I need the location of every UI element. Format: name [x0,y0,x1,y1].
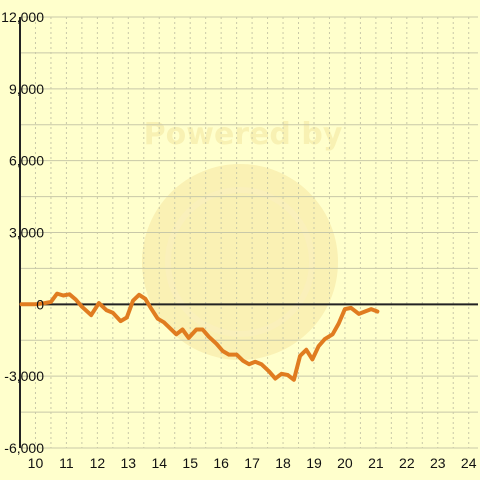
x-tick-label: 17 [244,455,260,471]
y-tick-label: -6,000 [4,440,44,456]
x-tick-label: 23 [430,455,446,471]
series-line [19,291,380,382]
x-tick-label: 20 [337,455,353,471]
x-tick-labels: 10 11 12 13 14 15 16 17 18 19 20 21 22 23 24 [28,455,477,471]
grid-lines [20,16,478,449]
y-tick-label: 6,000 [9,153,44,169]
y-tick-label: 3,000 [9,225,44,241]
x-tick-label: 24 [461,455,477,471]
x-tick-label: 16 [213,455,229,471]
watermark-text: Powered by [144,117,343,152]
y-tick-label: 9,000 [9,81,44,97]
x-tick-label: 10 [28,455,44,471]
x-tick-label: 21 [368,455,384,471]
x-tick-label: 12 [90,455,106,471]
x-tick-label: 18 [275,455,291,471]
x-tick-label: 11 [59,455,74,471]
y-tick-label: -3,000 [4,368,44,384]
x-tick-label: 15 [182,455,198,471]
x-tick-label: 22 [399,455,415,471]
x-tick-label: 14 [151,455,167,471]
y-tick-label: 0 [36,296,44,312]
x-tick-label: 13 [121,455,137,471]
watermark: Powered by [142,117,343,360]
series-layer [19,291,380,382]
x-tick-label: 19 [306,455,322,471]
y-tick-labels: 12,000 9,000 6,000 3,000 0 -3,000 -6,000 [1,9,44,456]
coin-logo-inner-ring [165,187,315,337]
y-tick-label: 12,000 [1,9,44,25]
